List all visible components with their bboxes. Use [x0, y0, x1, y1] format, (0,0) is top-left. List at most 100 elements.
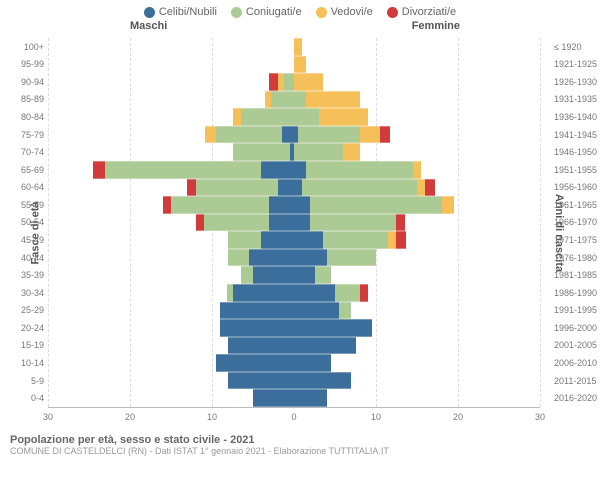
x-tick: 0 [291, 412, 296, 422]
age-label: 40-44 [0, 253, 44, 263]
female-side [294, 372, 540, 390]
age-row: 100+≤ 1920 [48, 38, 540, 56]
female-side [294, 91, 540, 109]
male-side [48, 108, 294, 126]
birth-label: 2016-2020 [554, 393, 598, 403]
bar-segment [233, 284, 295, 302]
chart-area: Fasce di età Anni di nascita 100+≤ 19209… [0, 34, 600, 432]
bar-segment [294, 143, 343, 161]
bar-segment [271, 91, 294, 109]
age-label: 0-4 [0, 393, 44, 403]
bar-segment [294, 302, 339, 320]
bar-segment [284, 73, 294, 91]
bar-segment [187, 179, 195, 197]
bar-segment [380, 126, 390, 144]
legend-item: Celibi/Nubili [144, 6, 217, 18]
age-label: 55-59 [0, 200, 44, 210]
female-side [294, 126, 540, 144]
legend-label: Coniugati/e [246, 6, 302, 18]
bar-segment [269, 196, 294, 214]
bar-segment [261, 231, 294, 249]
legend-swatch [231, 7, 242, 18]
age-row: 75-791941-1945 [48, 126, 540, 144]
male-side [48, 91, 294, 109]
bar-segment [294, 266, 315, 284]
x-tick: 20 [125, 412, 135, 422]
age-label: 90-94 [0, 77, 44, 87]
bar-segment [396, 231, 406, 249]
age-label: 80-84 [0, 112, 44, 122]
bar-segment [220, 302, 294, 320]
bar-segment [228, 337, 294, 355]
bar-segment [241, 266, 253, 284]
female-side [294, 161, 540, 179]
female-side [294, 302, 540, 320]
female-side [294, 38, 540, 56]
birth-label: 1936-1940 [554, 112, 598, 122]
bar-segment [319, 108, 368, 126]
female-side [294, 214, 540, 232]
bar-segment [196, 179, 278, 197]
bar-segment [294, 196, 310, 214]
female-side [294, 354, 540, 372]
bar-segment [294, 214, 310, 232]
female-side [294, 389, 540, 407]
age-row: 0-42016-2020 [48, 389, 540, 407]
x-tick: 10 [207, 412, 217, 422]
bar-segment [216, 354, 294, 372]
bar-segment [171, 196, 269, 214]
bar-segment [228, 249, 249, 267]
bar-segment [163, 196, 171, 214]
footer: Popolazione per età, sesso e stato civil… [0, 432, 600, 456]
bar-segment [278, 179, 294, 197]
bar-segment [294, 389, 327, 407]
legend-label: Celibi/Nubili [159, 6, 217, 18]
bar-segment [241, 108, 294, 126]
legend-swatch [316, 7, 327, 18]
birth-label: 1976-1980 [554, 253, 598, 263]
age-row: 85-891931-1935 [48, 91, 540, 109]
age-row: 45-491971-1975 [48, 231, 540, 249]
bar-segment [335, 284, 360, 302]
male-side [48, 179, 294, 197]
x-axis-ticks: 3020100102030 [48, 412, 540, 426]
bar-segment [302, 179, 417, 197]
bar-segment [294, 91, 306, 109]
bar-segment [233, 108, 241, 126]
female-side [294, 284, 540, 302]
birth-label: 2001-2005 [554, 340, 598, 350]
birth-label: ≤ 1920 [554, 42, 598, 52]
legend: Celibi/Nubili Coniugati/e Vedovi/e Divorzia… [0, 0, 600, 20]
birth-label: 1991-1995 [554, 305, 598, 315]
female-side [294, 266, 540, 284]
age-label: 60-64 [0, 182, 44, 192]
bar-segment [294, 372, 351, 390]
age-row: 50-541966-1970 [48, 214, 540, 232]
bar-segment [282, 126, 294, 144]
legend-swatch [387, 7, 398, 18]
x-tick: 30 [43, 412, 53, 422]
male-side [48, 284, 294, 302]
bar-segment [253, 389, 294, 407]
male-side [48, 389, 294, 407]
age-row: 20-241996-2000 [48, 319, 540, 337]
bar-segment [327, 249, 376, 267]
bar-segment [388, 231, 396, 249]
chart-title: Popolazione per età, sesso e stato civil… [10, 434, 590, 446]
age-row: 5-92011-2015 [48, 372, 540, 390]
bar-segment [294, 38, 302, 56]
female-side [294, 231, 540, 249]
bar-segment [310, 214, 396, 232]
birth-label: 1931-1935 [554, 94, 598, 104]
legend-item: Vedovi/e [316, 6, 373, 18]
age-label: 10-14 [0, 358, 44, 368]
male-side [48, 266, 294, 284]
male-side [48, 231, 294, 249]
bar-segment [93, 161, 105, 179]
bar-segment [204, 214, 270, 232]
x-tick: 10 [371, 412, 381, 422]
age-row: 40-441976-1980 [48, 249, 540, 267]
gridline [540, 38, 541, 407]
legend-item: Divorziati/e [387, 6, 456, 18]
bar-segment [294, 56, 306, 74]
